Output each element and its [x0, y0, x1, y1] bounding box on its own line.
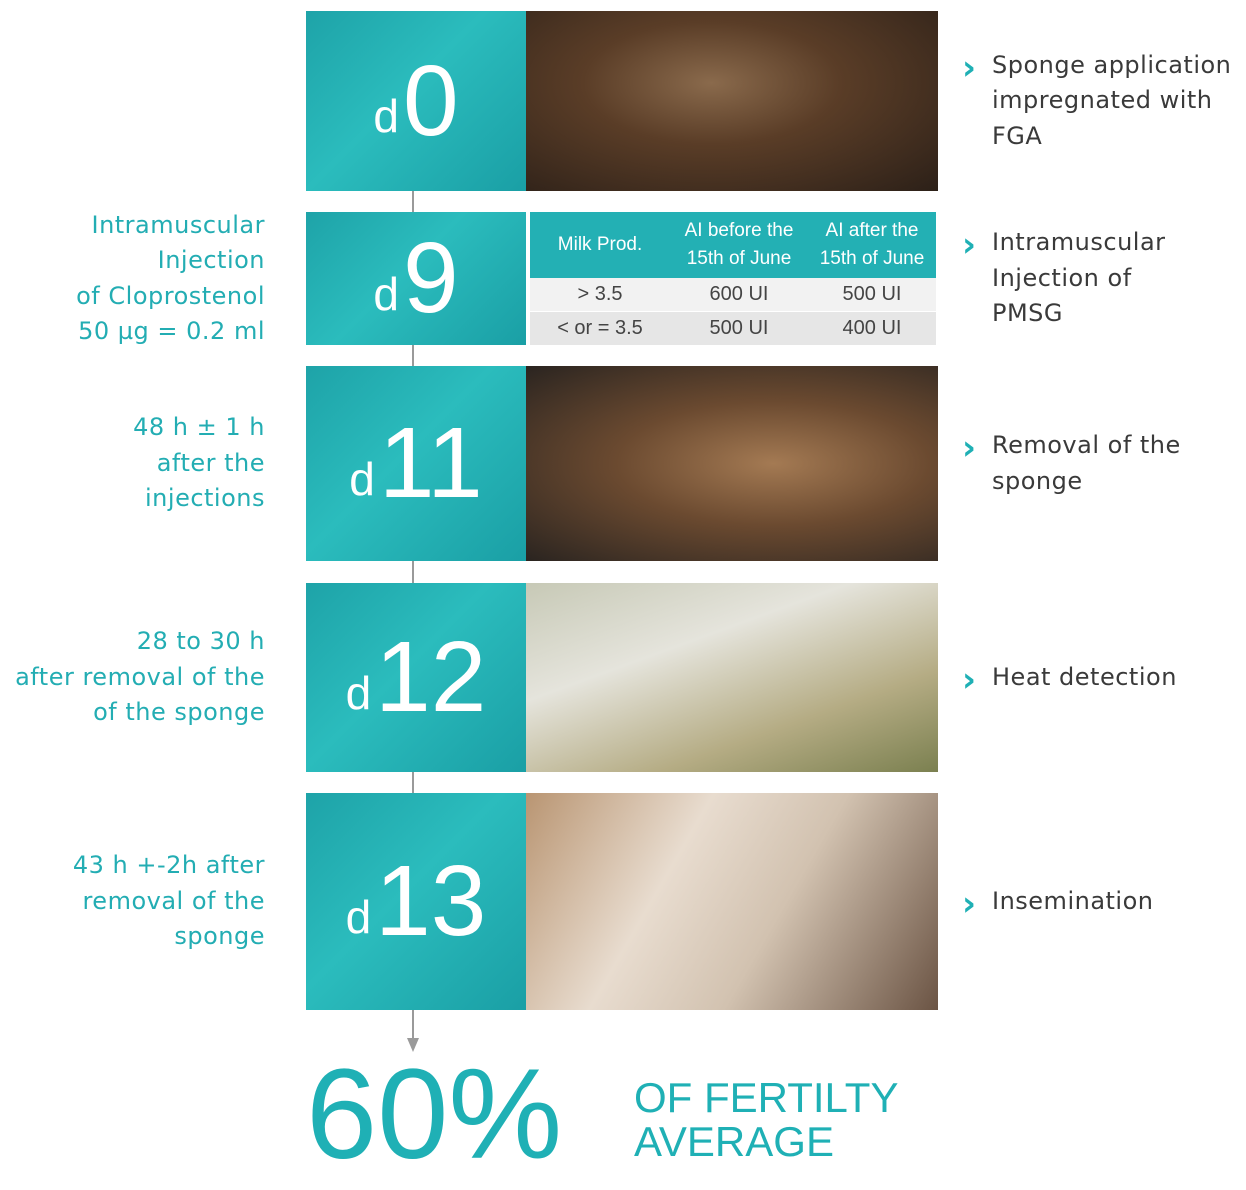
note-line: Injection — [0, 243, 265, 279]
note-line: of Cloprostenol — [0, 279, 265, 315]
description-line: PMSG — [992, 296, 1246, 332]
bullet-chevron: › — [962, 889, 976, 919]
photo — [526, 366, 938, 561]
header-text: 15th of June — [687, 245, 792, 273]
note-line: of the sponge — [0, 695, 265, 731]
step-description: Heat detection — [992, 583, 1246, 772]
step-description: Insemination — [992, 793, 1246, 1010]
bullet-chevron: › — [962, 53, 976, 83]
description-line: Intramuscular — [992, 225, 1246, 261]
result-label: OF FERTILTY — [634, 1076, 898, 1120]
description-line: Heat detection — [992, 660, 1246, 696]
day-prefix: d — [373, 267, 399, 321]
note-line: injections — [0, 481, 265, 517]
bullet-chevron: › — [962, 230, 976, 260]
description-line: FGA — [992, 119, 1246, 155]
header-text: AI before the — [685, 217, 794, 245]
day-number: 9 — [403, 221, 459, 336]
table-cell: 600 UI — [670, 278, 808, 311]
day-prefix: d — [346, 666, 372, 720]
note-line: sponge — [0, 919, 265, 955]
note-line: after removal of the — [0, 660, 265, 696]
description-line: Insemination — [992, 884, 1246, 920]
note-line: 50 µg = 0.2 ml — [0, 314, 265, 350]
table-cell: 500 UI — [808, 278, 936, 311]
day-prefix: d — [346, 890, 372, 944]
day-prefix: d — [349, 452, 375, 506]
table-cell: 500 UI — [670, 312, 808, 345]
note-line: removal of the — [0, 884, 265, 920]
table-cell: 400 UI — [808, 312, 936, 345]
note-line: 28 to 30 h — [0, 624, 265, 660]
photo — [526, 11, 938, 191]
description-line: Injection of — [992, 261, 1246, 297]
description-line: Sponge application — [992, 48, 1246, 84]
note-line: after the — [0, 446, 265, 482]
header-cell: Milk Prod. — [530, 212, 670, 278]
result-value: 60% — [306, 1040, 562, 1190]
day-prefix: d — [373, 89, 399, 143]
bullet-chevron: › — [962, 665, 976, 695]
day-number: 11 — [379, 406, 483, 521]
bullet-chevron: › — [962, 433, 976, 463]
photo — [526, 793, 938, 1010]
photo — [526, 583, 938, 772]
note-line: 43 h +-2h after — [0, 848, 265, 884]
note-line: Intramuscular — [0, 208, 265, 244]
description-line: sponge — [992, 464, 1246, 500]
header-text: 15th of June — [820, 245, 925, 273]
table-cell: < or = 3.5 — [530, 312, 670, 345]
table-cell: > 3.5 — [530, 278, 670, 311]
day-number: 13 — [375, 844, 486, 959]
header-text: Milk Prod. — [558, 231, 642, 259]
header-text: AI after the — [826, 217, 919, 245]
description-line: impregnated with — [992, 83, 1246, 119]
description-line: Removal of the — [992, 428, 1246, 464]
day-number: 12 — [375, 620, 486, 735]
day-number: 0 — [403, 44, 459, 159]
result-label: AVERAGE — [634, 1120, 834, 1164]
note-line: 48 h ± 1 h — [0, 410, 265, 446]
